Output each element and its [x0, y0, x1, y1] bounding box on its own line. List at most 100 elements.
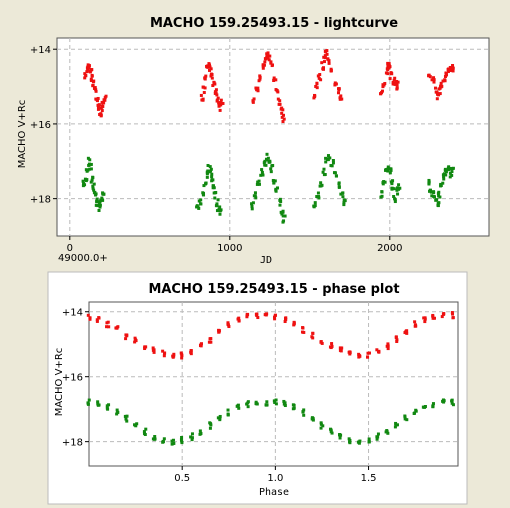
data-point [442, 175, 446, 179]
data-point [115, 408, 119, 412]
data-point [395, 83, 399, 87]
data-point [256, 86, 260, 90]
lightcurve-x-offset-label: 49000.0+ [58, 253, 108, 264]
data-point [403, 415, 407, 419]
data-point [161, 440, 165, 444]
data-point [450, 311, 454, 315]
data-point [414, 409, 418, 413]
data-point [375, 437, 379, 441]
data-point [383, 180, 387, 184]
data-point [94, 192, 98, 196]
data-point [124, 417, 128, 421]
data-point [347, 437, 351, 441]
data-point [389, 168, 393, 172]
data-point [204, 181, 208, 185]
lightcurve-title: MACHO 159.25493.15 - lightcurve [150, 16, 398, 31]
data-point [198, 429, 202, 433]
data-point [441, 181, 445, 185]
data-point [260, 168, 264, 172]
data-point [272, 399, 276, 403]
data-point [208, 63, 212, 67]
data-point [208, 169, 212, 173]
data-point [199, 202, 203, 206]
data-point [125, 414, 129, 418]
data-point [339, 192, 343, 196]
data-point [386, 167, 390, 171]
data-point [431, 402, 435, 406]
data-point [386, 431, 390, 435]
data-point [273, 315, 277, 319]
data-point [90, 74, 94, 78]
data-point [281, 210, 285, 214]
data-point [281, 120, 285, 124]
data-point [388, 77, 392, 81]
data-point [338, 436, 342, 440]
data-point [348, 438, 352, 442]
data-point [395, 79, 399, 83]
data-point [101, 198, 105, 202]
data-point [257, 79, 261, 83]
data-point [448, 65, 452, 69]
data-point [404, 329, 408, 333]
data-point [97, 403, 101, 407]
data-point [170, 442, 174, 446]
data-point [278, 203, 282, 207]
data-point [214, 91, 218, 95]
data-point [283, 214, 287, 218]
data-point [403, 417, 407, 421]
data-point [394, 423, 398, 427]
data-point [432, 316, 436, 320]
data-point [83, 72, 87, 76]
data-point [180, 356, 184, 360]
data-point [106, 320, 110, 324]
data-point [81, 179, 85, 183]
data-point [199, 431, 203, 435]
data-point [367, 440, 371, 444]
data-point [423, 316, 427, 320]
data-point [255, 314, 259, 318]
data-point [320, 341, 324, 345]
data-point [273, 313, 277, 317]
data-point [214, 88, 218, 92]
data-point [394, 421, 398, 425]
data-point [443, 75, 447, 79]
data-point [326, 57, 330, 61]
data-point [390, 187, 394, 191]
data-point [451, 64, 455, 68]
data-point [405, 418, 409, 422]
data-point [441, 399, 445, 403]
data-point [210, 76, 214, 80]
data-point [433, 86, 437, 90]
data-point [245, 313, 249, 317]
data-point [95, 318, 99, 322]
data-point [388, 167, 392, 171]
data-point [414, 324, 418, 328]
data-point [260, 170, 264, 174]
data-point [89, 68, 93, 72]
data-point [190, 436, 194, 440]
data-point [273, 400, 277, 404]
data-point [315, 81, 319, 85]
data-point [172, 354, 176, 358]
data-point [269, 60, 273, 64]
data-point [133, 336, 137, 340]
data-point [393, 200, 397, 204]
data-point [255, 182, 259, 186]
data-point [284, 317, 288, 321]
data-point [282, 117, 286, 121]
data-point [86, 63, 90, 67]
data-point [271, 178, 275, 182]
data-point [226, 322, 230, 326]
data-point [274, 188, 278, 192]
data-point [386, 72, 390, 76]
data-point [322, 167, 326, 171]
data-point [319, 422, 323, 426]
data-point [311, 331, 315, 335]
data-point [88, 163, 92, 167]
data-point [278, 102, 282, 106]
data-point [99, 106, 103, 110]
data-point [438, 86, 442, 90]
data-point [328, 156, 332, 160]
data-point [391, 80, 395, 84]
data-point [202, 91, 206, 95]
